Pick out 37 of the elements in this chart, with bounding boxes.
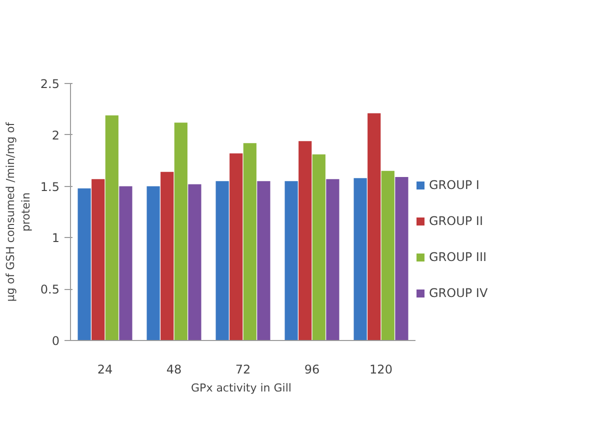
bar — [146, 186, 160, 340]
x-tick-label: 48 — [166, 362, 182, 376]
y-axis-title: µg of GSH consumed /min/mg of protein — [4, 121, 32, 302]
bar — [257, 181, 270, 340]
bar — [119, 186, 132, 340]
y-tick-label: 1.5 — [40, 180, 60, 194]
bar — [174, 122, 188, 340]
x-tick-label: 24 — [97, 362, 113, 376]
x-tick-label: 72 — [235, 362, 251, 376]
bar — [284, 181, 298, 340]
bar — [312, 154, 326, 340]
bar — [92, 179, 105, 340]
y-tick-label: 0 — [52, 334, 60, 348]
bar — [216, 181, 229, 340]
bar — [160, 172, 174, 340]
legend-label: GROUP I — [429, 178, 480, 192]
legend-label: GROUP IV — [429, 286, 488, 300]
bar — [368, 113, 381, 340]
legend-label: GROUP III — [429, 250, 487, 264]
bar — [326, 179, 340, 340]
bar — [230, 153, 243, 340]
bar — [105, 115, 118, 340]
bar — [381, 170, 394, 340]
bar — [78, 188, 91, 340]
bar — [298, 141, 312, 340]
y-tick-label: 2.5 — [40, 77, 60, 91]
bar — [395, 177, 408, 340]
x-tick-label: 96 — [304, 362, 320, 376]
y-tick-label: 1 — [52, 231, 60, 246]
y-tick-label: 0.5 — [40, 282, 60, 297]
bar — [243, 143, 256, 340]
legend-label: GROUP II — [429, 214, 483, 228]
x-tick-label: 120 — [370, 362, 392, 376]
y-tick-label: 2 — [52, 128, 60, 142]
bar — [188, 184, 202, 340]
bar — [354, 178, 367, 340]
x-axis-title: GPx activity in Gill — [191, 382, 292, 394]
